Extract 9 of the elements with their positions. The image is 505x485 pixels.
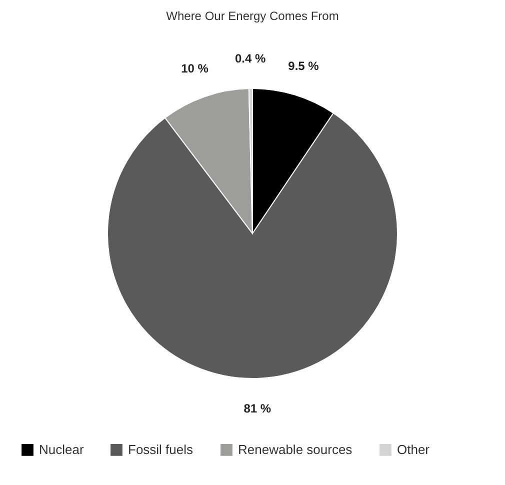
data-label: 9.5 % bbox=[288, 59, 320, 74]
legend-label: Other bbox=[397, 442, 430, 457]
data-label: 81 % bbox=[244, 401, 272, 416]
legend-label: Fossil fuels bbox=[128, 442, 194, 457]
data-label: 10 % bbox=[181, 61, 209, 76]
legend-label: Renewable sources bbox=[238, 442, 353, 457]
chart-title: Where Our Energy Comes From bbox=[166, 9, 339, 23]
legend-label: Nuclear bbox=[39, 442, 84, 457]
data-label: 0.4 % bbox=[234, 52, 266, 66]
